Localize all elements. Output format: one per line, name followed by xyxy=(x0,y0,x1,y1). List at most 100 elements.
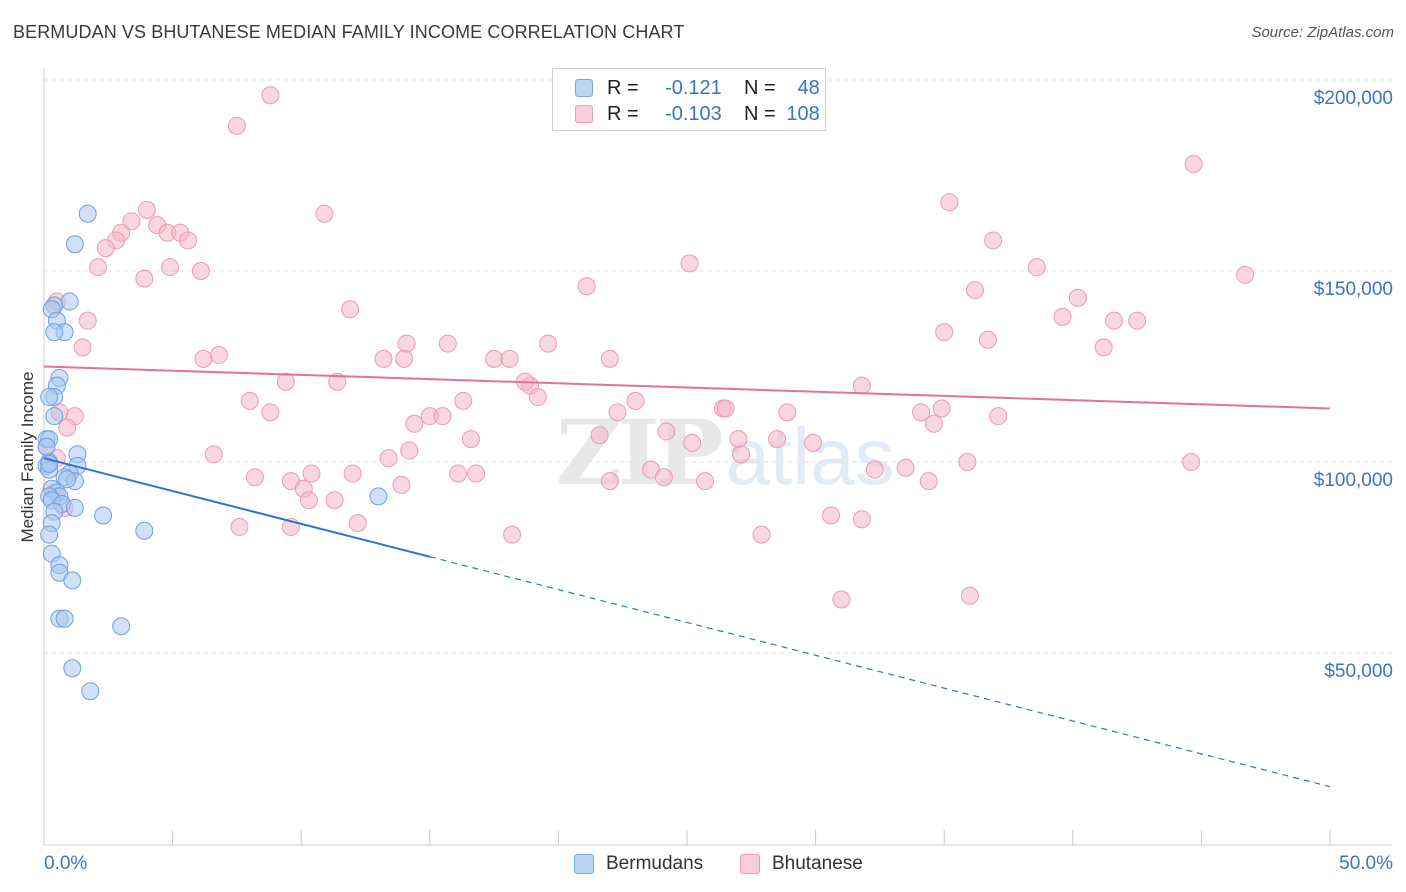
bhutanese-point xyxy=(958,453,977,471)
bhutanese-point xyxy=(768,430,787,449)
bermudans-point xyxy=(55,609,74,628)
bhutanese-point xyxy=(752,525,771,544)
bhutanese-point xyxy=(590,426,609,445)
bhutanese-point xyxy=(600,349,619,368)
bermudans-point xyxy=(63,571,82,590)
bhutanese-point xyxy=(395,349,414,368)
legend-n-label: N = xyxy=(744,102,776,125)
bottom-legend-swatch-bhutanese xyxy=(740,854,760,874)
legend-row-bhutanese: R = -0.103 N = 108 xyxy=(575,102,820,126)
bhutanese-point xyxy=(325,491,344,510)
bhutanese-point xyxy=(729,430,748,449)
bhutanese-point xyxy=(328,372,347,391)
bottom-legend-label-bhutanese: Bhutanese xyxy=(772,853,863,874)
bhutanese-point xyxy=(696,472,715,491)
bermudans-point xyxy=(135,521,154,540)
y-tick-label: $50,000 xyxy=(1324,661,1393,682)
bhutanese-point xyxy=(245,468,264,487)
bhutanese-point xyxy=(1182,453,1201,471)
bhutanese-point xyxy=(343,464,362,483)
bhutanese-point xyxy=(912,403,931,422)
bhutanese-point xyxy=(654,468,673,487)
bhutanese-point xyxy=(261,403,280,422)
bermudans-point xyxy=(40,388,59,407)
bhutanese-point xyxy=(503,525,522,544)
bhutanese-point xyxy=(935,323,954,342)
legend-r-label: R = xyxy=(607,102,639,125)
y-tick-label: $150,000 xyxy=(1314,279,1393,300)
bhutanese-point xyxy=(804,433,823,452)
bermudans-point xyxy=(63,659,82,678)
bhutanese-point xyxy=(978,330,997,349)
bhutanese-point xyxy=(96,239,115,258)
bhutanese-point xyxy=(657,422,676,441)
bermudans-point xyxy=(45,407,64,426)
bhutanese-point xyxy=(405,414,424,433)
bhutanese-point xyxy=(822,506,841,525)
bhutanese-point xyxy=(1128,311,1147,330)
bhutanese-point xyxy=(438,334,457,353)
bhutanese-point xyxy=(600,472,619,491)
bhutanese-point xyxy=(680,254,699,273)
bhutanese-point xyxy=(209,346,228,365)
bhutanese-point xyxy=(240,391,259,410)
bhutanese-point xyxy=(528,388,547,407)
bhutanese-point xyxy=(1094,338,1113,357)
chart-title: BERMUDAN VS BHUTANESE MEDIAN FAMILY INCO… xyxy=(13,22,685,42)
bhutanese-point xyxy=(966,281,985,300)
y-tick-label: $200,000 xyxy=(1314,88,1393,109)
bhutanese-point xyxy=(852,376,871,395)
bhutanese-point xyxy=(58,418,77,437)
bhutanese-point xyxy=(454,391,473,410)
legend-swatch-bermudans xyxy=(575,79,593,97)
bhutanese-point xyxy=(374,349,393,368)
bhutanese-point xyxy=(379,449,398,468)
bhutanese-point xyxy=(932,399,951,418)
bhutanese-point xyxy=(191,262,210,280)
legend-r-value: -0.103 xyxy=(665,102,722,125)
bhutanese-point xyxy=(276,372,295,391)
source-attribution: Source: ZipAtlas.com xyxy=(1251,24,1394,41)
bhutanese-points xyxy=(37,86,1255,609)
bhutanese-point xyxy=(230,517,249,536)
bermudans-point xyxy=(78,204,97,223)
bhutanese-point xyxy=(137,200,156,219)
bhutanese-point xyxy=(832,590,851,609)
bhutanese-point xyxy=(341,300,360,319)
bermudans-trend-solid xyxy=(43,457,431,558)
bhutanese-point xyxy=(919,472,938,491)
bottom-legend-swatch-bermudans xyxy=(574,854,594,874)
x-tick-label-min: 0.0% xyxy=(44,853,87,874)
bhutanese-point xyxy=(924,414,943,433)
bhutanese-point xyxy=(626,391,645,410)
bhutanese-point xyxy=(392,475,411,494)
bhutanese-point xyxy=(299,491,318,510)
bermudans-point xyxy=(40,454,59,473)
y-axis-label: Median Family Income xyxy=(18,371,37,542)
bhutanese-point xyxy=(161,258,180,277)
bhutanese-point xyxy=(960,586,979,605)
bhutanese-point xyxy=(461,430,480,449)
y-tick-label: $100,000 xyxy=(1314,470,1393,491)
bhutanese-point xyxy=(433,407,452,426)
bhutanese-point xyxy=(1236,265,1255,284)
legend-swatch-bhutanese xyxy=(575,105,593,123)
bermudans-point xyxy=(65,235,84,254)
bermudans-point xyxy=(112,617,131,636)
bermudans-trend-dashed xyxy=(429,556,1331,788)
bhutanese-point xyxy=(227,116,246,135)
bermudans-point xyxy=(94,506,113,525)
bhutanese-point xyxy=(778,403,797,422)
bhutanese-point xyxy=(940,193,959,212)
legend-n-value: 48 xyxy=(797,76,820,99)
bhutanese-point xyxy=(500,349,519,368)
bhutanese-point xyxy=(194,349,213,368)
bermudans-point xyxy=(65,498,84,517)
bermudans-point xyxy=(40,525,59,544)
bottom-legend-bermudans: Bermudans xyxy=(574,851,703,877)
bhutanese-point xyxy=(683,433,702,452)
bhutanese-point xyxy=(78,311,97,330)
bhutanese-point xyxy=(1068,288,1087,307)
bottom-legend-label-bermudans: Bermudans xyxy=(606,853,704,874)
